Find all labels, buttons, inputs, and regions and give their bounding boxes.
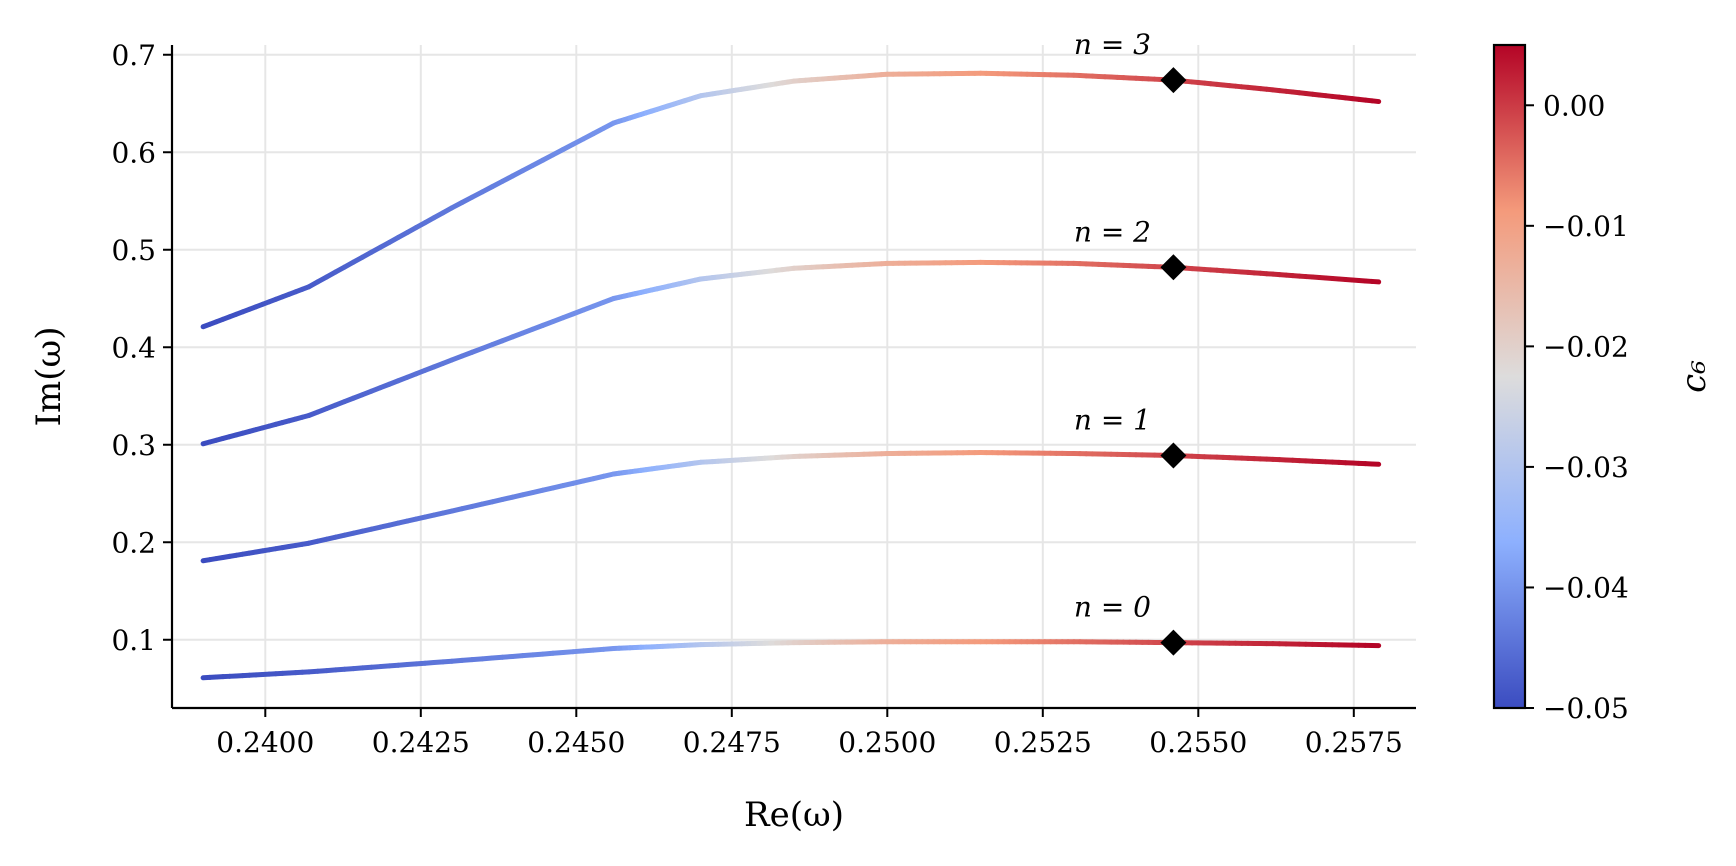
series-line bbox=[203, 73, 1379, 327]
colorbar-title: c₆ bbox=[1674, 360, 1714, 393]
y-tick-label: 0.5 bbox=[111, 234, 156, 267]
colorbar-tick-label: −0.02 bbox=[1543, 330, 1629, 363]
series-label: n = 2 bbox=[1074, 215, 1151, 248]
x-tick-label: 0.2450 bbox=[527, 726, 625, 759]
series-segment bbox=[1372, 101, 1379, 102]
grid bbox=[172, 45, 1416, 708]
y-tick-label: 0.1 bbox=[111, 624, 156, 657]
colorbar-tick-label: −0.01 bbox=[1543, 210, 1629, 243]
y-tick-label: 0.2 bbox=[111, 526, 156, 559]
axes: 0.2400 0.2425 0.2450 0.2475 0.2500 0.2525 0.25… bbox=[111, 39, 1416, 759]
y-tick-label: 0.3 bbox=[111, 429, 156, 462]
y-tick-label: 0.7 bbox=[111, 39, 156, 72]
series-marker bbox=[1160, 254, 1186, 280]
colorbar-tick-label: −0.04 bbox=[1543, 571, 1629, 604]
colorbar: c₆ 0.00 −0.01 −0.02 −0.03 −0.04 −0.05 bbox=[1494, 45, 1714, 725]
series-line bbox=[203, 642, 1379, 678]
x-tick-label: 0.2500 bbox=[838, 726, 936, 759]
x-tick-label: 0.2550 bbox=[1149, 726, 1247, 759]
x-tick-label: 0.2400 bbox=[216, 726, 314, 759]
x-tick-label: 0.2475 bbox=[683, 726, 781, 759]
series-line bbox=[203, 262, 1379, 443]
colorbar-gradient bbox=[1494, 45, 1525, 708]
series-label: n = 3 bbox=[1074, 28, 1151, 61]
x-tick-label: 0.2575 bbox=[1305, 726, 1403, 759]
y-tick-label: 0.4 bbox=[111, 331, 156, 364]
series-marker bbox=[1160, 67, 1186, 93]
series-group: n = 0 n = 1 n = 2 n = 3 bbox=[203, 28, 1379, 678]
series-line bbox=[203, 453, 1379, 561]
y-axis-title: Im(ω) bbox=[29, 327, 69, 427]
x-tick-label: 0.2525 bbox=[994, 726, 1092, 759]
series-label: n = 1 bbox=[1074, 403, 1151, 436]
colorbar-tick-label: 0.00 bbox=[1543, 89, 1605, 122]
series-marker bbox=[1160, 630, 1186, 656]
x-tick-label: 0.2425 bbox=[372, 726, 470, 759]
colorbar-tick-label: −0.05 bbox=[1543, 692, 1629, 725]
series-label: n = 0 bbox=[1074, 591, 1151, 624]
y-tick-label: 0.6 bbox=[111, 136, 156, 169]
series-marker bbox=[1160, 442, 1186, 468]
x-axis-title: Re(ω) bbox=[744, 795, 844, 835]
colorbar-tick-label: −0.03 bbox=[1543, 451, 1629, 484]
